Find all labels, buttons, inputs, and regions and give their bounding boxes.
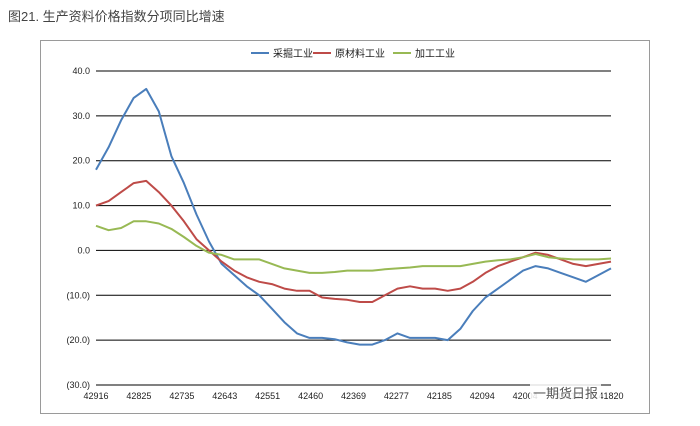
y-tick-label: 10.0 bbox=[72, 201, 90, 211]
x-tick-label: 41820 bbox=[598, 391, 623, 401]
x-tick-label: 42643 bbox=[212, 391, 237, 401]
x-tick-label: 42460 bbox=[298, 391, 323, 401]
series-line-1 bbox=[95, 87, 612, 346]
y-tick-label: 30.0 bbox=[72, 111, 90, 121]
y-tick-label: 20.0 bbox=[72, 156, 90, 166]
x-tick-label: 42551 bbox=[255, 391, 280, 401]
x-tick-label: 42735 bbox=[169, 391, 194, 401]
legend-label-1: 采掘工业 bbox=[273, 47, 313, 60]
series-line-3 bbox=[95, 220, 612, 274]
line-chart: 40.0 30.0 20.0 10.0 0.0 (10.0) (20.0) (30.0)429… bbox=[66, 47, 623, 401]
y-tick-label: 0.0 bbox=[77, 245, 90, 255]
chart-frame: 40.0 30.0 20.0 10.0 0.0 (10.0) (20.0) (30.0) 429… bbox=[40, 40, 650, 414]
y-tick-label: 40.0 bbox=[72, 66, 90, 76]
x-tick-label: 42916 bbox=[83, 391, 108, 401]
watermark-text: 一期货日报 bbox=[530, 383, 602, 402]
y-tick-label: (20.0) bbox=[66, 335, 90, 345]
x-tick-label: 42369 bbox=[341, 391, 366, 401]
x-tick-label: 42004 bbox=[513, 391, 538, 401]
legend-label-2: 原材料工业 bbox=[335, 47, 385, 60]
x-tick-label: 42094 bbox=[470, 391, 495, 401]
legend-label-3: 加工工业 bbox=[415, 48, 455, 60]
x-tick-label: 42277 bbox=[384, 391, 409, 401]
page-title: 图21. 生产资料价格指数分项同比增速 bbox=[8, 9, 225, 24]
x-tick-label: 42825 bbox=[126, 391, 151, 401]
series-line-2 bbox=[95, 179, 612, 303]
y-tick-label: (30.0) bbox=[66, 380, 90, 390]
x-tick-label: 42185 bbox=[427, 391, 452, 401]
y-tick-label: (10.0) bbox=[66, 290, 90, 300]
